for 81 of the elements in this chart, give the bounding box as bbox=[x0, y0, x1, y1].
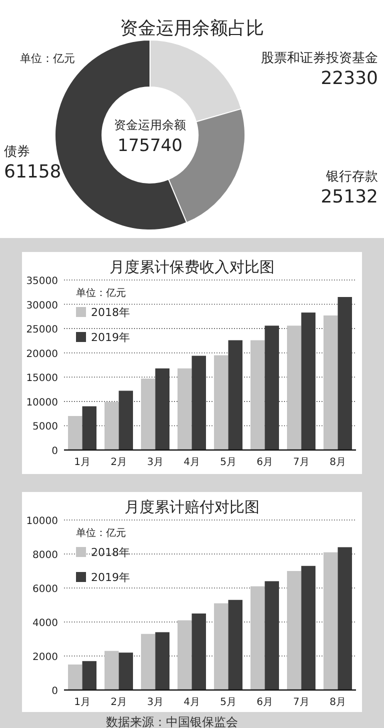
slice-label: 债券 bbox=[4, 144, 30, 160]
bar bbox=[178, 368, 192, 450]
x-tick-label: 5月 bbox=[220, 697, 236, 708]
source-note: 数据来源：中国银保监会 bbox=[106, 715, 238, 728]
y-tick-label: 25000 bbox=[26, 324, 58, 336]
chart-title: 资金运用余额占比 bbox=[120, 18, 264, 39]
x-tick-label: 4月 bbox=[184, 457, 200, 468]
bar bbox=[250, 340, 265, 450]
bar bbox=[104, 402, 119, 450]
y-tick-label: 0 bbox=[52, 686, 58, 697]
bar bbox=[141, 378, 156, 450]
x-tick-label: 2月 bbox=[110, 457, 127, 468]
bar bbox=[68, 416, 82, 450]
y-tick-label: 15000 bbox=[26, 373, 58, 384]
y-tick-label: 8000 bbox=[32, 550, 58, 561]
y-tick-label: 30000 bbox=[26, 300, 58, 312]
bar bbox=[301, 566, 316, 690]
bar bbox=[250, 586, 265, 690]
annotation: 单位：亿元 bbox=[76, 527, 126, 539]
bar bbox=[324, 315, 338, 450]
bar bbox=[228, 600, 242, 690]
legend-label: 2019年 bbox=[91, 331, 130, 344]
chart-title: 月度累计赔付对比图 bbox=[124, 498, 260, 516]
bar bbox=[228, 340, 242, 450]
x-tick-label: 7月 bbox=[293, 457, 310, 468]
x-tick-label: 8月 bbox=[330, 457, 346, 468]
x-tick-label: 3月 bbox=[147, 457, 164, 468]
x-tick-label: 4月 bbox=[184, 697, 200, 708]
slice-label: 股票和证券投资基金 bbox=[261, 51, 378, 66]
bar bbox=[287, 571, 302, 690]
x-tick-label: 3月 bbox=[147, 697, 164, 708]
bar bbox=[264, 326, 279, 450]
bar bbox=[338, 297, 352, 450]
text: 175740 bbox=[118, 136, 182, 156]
y-tick-label: 10000 bbox=[26, 397, 58, 408]
bar bbox=[104, 650, 119, 690]
bar bbox=[192, 356, 206, 450]
y-tick-label: 35000 bbox=[26, 276, 58, 287]
bar bbox=[338, 547, 352, 690]
bar bbox=[155, 368, 170, 450]
data-label: 22330 bbox=[320, 68, 378, 89]
bar bbox=[68, 664, 82, 690]
legend-label: 2019年 bbox=[91, 571, 130, 584]
y-tick-label: 5000 bbox=[32, 422, 58, 433]
legend-label: 2018年 bbox=[91, 306, 130, 319]
y-tick-label: 2000 bbox=[32, 652, 58, 663]
x-tick-label: 8月 bbox=[330, 697, 346, 708]
bar bbox=[178, 620, 192, 690]
y-tick-label: 4000 bbox=[32, 618, 58, 629]
bar bbox=[82, 661, 96, 690]
y-tick-label: 20000 bbox=[26, 348, 58, 360]
bar bbox=[118, 652, 133, 690]
data-label: 25132 bbox=[320, 186, 378, 208]
bar bbox=[214, 603, 228, 690]
bar bbox=[192, 614, 206, 690]
x-tick-label: 5月 bbox=[220, 457, 236, 468]
bar bbox=[155, 632, 170, 690]
data-label: 61158 bbox=[4, 162, 62, 183]
bar bbox=[264, 581, 279, 690]
bar bbox=[214, 355, 228, 450]
annotation: 单位：亿元 bbox=[76, 287, 126, 299]
bar bbox=[287, 326, 302, 450]
bar bbox=[301, 312, 316, 450]
bar bbox=[118, 390, 133, 450]
x-tick-label: 1月 bbox=[74, 457, 90, 468]
text: 单位：亿元 bbox=[20, 52, 75, 65]
bar bbox=[324, 552, 338, 690]
chart-title: 月度累计保费收入对比图 bbox=[110, 258, 274, 276]
x-tick-label: 2月 bbox=[110, 697, 127, 708]
bar bbox=[82, 406, 96, 450]
legend-label: 2018年 bbox=[91, 546, 130, 559]
bar bbox=[141, 634, 156, 690]
x-tick-label: 6月 bbox=[256, 697, 273, 708]
y-tick-label: 6000 bbox=[32, 584, 58, 595]
slice-label: 银行存款 bbox=[325, 169, 378, 184]
y-tick-label: 0 bbox=[52, 446, 58, 457]
y-tick-label: 10000 bbox=[26, 516, 58, 527]
x-tick-label: 6月 bbox=[256, 457, 273, 468]
x-tick-label: 7月 bbox=[293, 697, 310, 708]
text: 资金运用余额 bbox=[114, 118, 186, 132]
x-tick-label: 1月 bbox=[74, 697, 90, 708]
